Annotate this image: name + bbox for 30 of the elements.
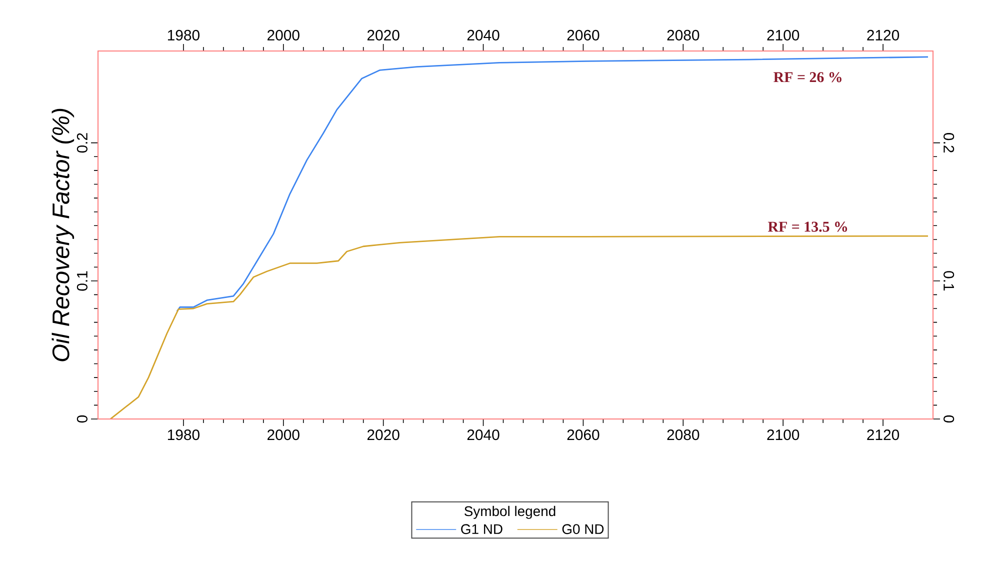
annotation: RF = 26 %	[774, 72, 842, 82]
x-tick-label: 2120	[867, 30, 900, 40]
legend-title: Symbol legend	[464, 506, 556, 519]
line-series	[110, 235, 929, 419]
y-tick-label: 0.1	[76, 271, 88, 291]
x2-tick-label: 2000	[268, 430, 300, 440]
x2-tick-label: 2100	[767, 430, 800, 440]
x-tick-label: 2040	[467, 30, 500, 40]
x-tick-label: 1980	[168, 30, 200, 40]
y-tick-label: 0.2	[76, 133, 88, 153]
annotation: RF = 13.5 %	[768, 222, 848, 232]
legend-label: G0 ND	[562, 524, 604, 534]
x-tick-label: 2020	[367, 30, 400, 40]
x-tick-label: 2100	[767, 30, 800, 40]
y2-tick-label: 0.2	[944, 133, 954, 152]
x2-tick-label: 2020	[367, 430, 400, 440]
line-series	[176, 56, 929, 312]
x-tick-label: 2080	[667, 30, 700, 40]
x2-tick-label: 2080	[667, 430, 700, 440]
x2-tick-label: 2120	[867, 430, 900, 440]
x2-tick-label: 1980	[168, 430, 200, 440]
y2-tick-label: 0	[944, 415, 954, 423]
y-axis-title: Oil Recovery Factor (%)	[52, 108, 74, 362]
x-tick-label: 2060	[567, 30, 600, 40]
y-tick-label: 0	[76, 415, 88, 423]
x2-tick-label: 2060	[567, 430, 600, 440]
x2-tick-label: 2040	[467, 430, 500, 440]
x-tick-label: 2000	[268, 30, 300, 40]
legend-label: G1 ND	[461, 524, 502, 534]
y2-tick-label: 0.1	[944, 271, 954, 291]
